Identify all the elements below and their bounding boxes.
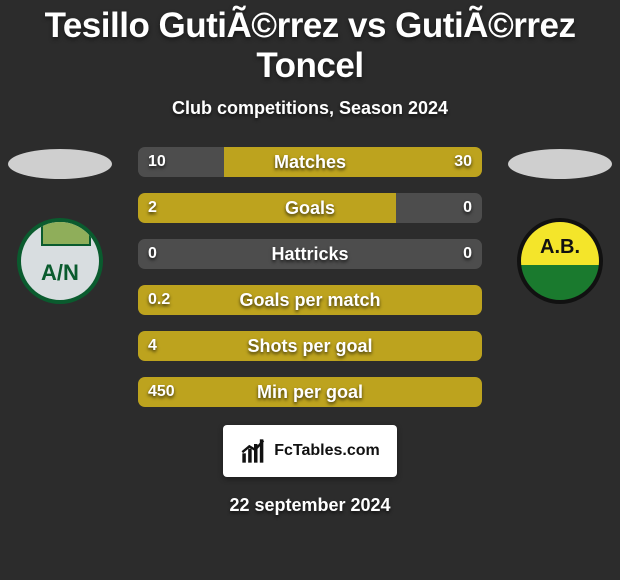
comparison-chart: A/N A.B. 1030Matches 20Goals 00Hattricks 0.… [0, 147, 620, 417]
stat-row-left-fill [138, 239, 310, 269]
right-team-badge-label: A.B. [540, 236, 580, 259]
stat-row-right-fill [224, 147, 482, 177]
stat-row: 1030Matches [138, 147, 482, 177]
stat-row: 20Goals [138, 193, 482, 223]
stat-row-left-fill [138, 377, 482, 407]
right-team-column: A.B. [500, 147, 620, 311]
date-label: 22 september 2024 [0, 495, 620, 516]
right-team-badge: A.B. [510, 211, 610, 311]
stat-row: 450Min per goal [138, 377, 482, 407]
stat-row: 0.2Goals per match [138, 285, 482, 315]
stat-bars: 1030Matches 20Goals 00Hattricks 0.2Goals pe… [138, 147, 482, 423]
right-team-oval [508, 149, 612, 179]
left-team-badge-inner: A/N [17, 218, 103, 304]
stat-row-left-fill [138, 285, 482, 315]
stat-row-left-fill [138, 331, 482, 361]
chart-icon [240, 437, 268, 465]
stat-row: 4Shots per goal [138, 331, 482, 361]
source-logo: FcTables.com [223, 425, 397, 477]
page-title: Tesillo GutiÃ©rrez vs GutiÃ©rrez Toncel [0, 0, 620, 86]
right-team-badge-inner: A.B. [517, 218, 603, 304]
left-team-badge-label: A/N [41, 260, 79, 286]
left-team-column: A/N [0, 147, 120, 311]
stat-row: 00Hattricks [138, 239, 482, 269]
stat-row-right-fill [310, 239, 482, 269]
stat-row-left-fill [138, 147, 224, 177]
left-team-oval [8, 149, 112, 179]
source-logo-text: FcTables.com [274, 442, 380, 460]
stat-row-right-fill [396, 193, 482, 223]
subtitle: Club competitions, Season 2024 [0, 98, 620, 119]
stat-row-left-fill [138, 193, 396, 223]
left-team-badge: A/N [10, 211, 110, 311]
